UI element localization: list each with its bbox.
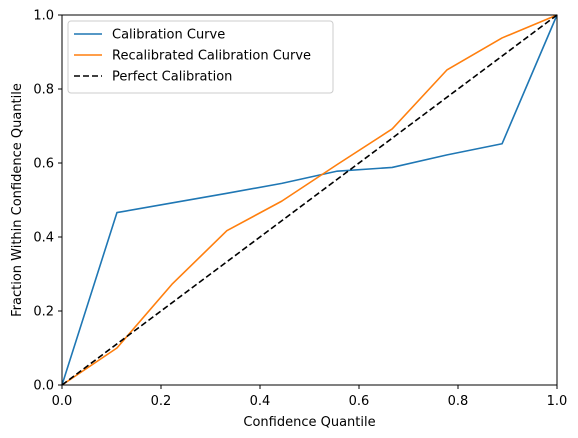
legend-box (67, 20, 334, 94)
x-tick-label: 0.4 (250, 394, 271, 409)
x-tick-label: 0.2 (151, 394, 172, 409)
plot-area (61, 14, 558, 386)
y-tick-label: 1.0 (33, 9, 54, 24)
axis-ticks: 0.0 0.2 0.4 0.6 0.8 1.0 0.0 0.2 0.4 0.6 0.8 1.0 (33, 9, 567, 410)
legend-label-1: Recalibrated Calibration Curve (112, 49, 311, 64)
y-axis-label: Fraction Within Confidence Quantile (10, 83, 25, 317)
axes-frame (61, 14, 558, 386)
x-axis-label: Confidence Quantile (243, 415, 375, 430)
x-tick-label: 0.6 (349, 394, 370, 409)
legend-label-2: Perfect Calibration (112, 70, 232, 85)
series-line-0 (61, 14, 558, 386)
x-tick-label: 0.8 (448, 394, 469, 409)
x-tick-label: 0.0 (52, 394, 73, 409)
y-tick-label: 0.0 (33, 379, 54, 394)
y-tick-label: 0.8 (33, 83, 54, 98)
series-line-2 (61, 14, 558, 386)
series-line-1 (61, 14, 558, 386)
legend-label-0: Calibration Curve (112, 28, 225, 43)
y-tick-label: 0.6 (33, 157, 54, 172)
x-tick-label: 1.0 (547, 394, 568, 409)
y-tick-label: 0.4 (33, 231, 54, 246)
legend: Calibration Curve Recalibrated Calibratio… (67, 20, 334, 94)
y-tick-label: 0.2 (33, 305, 54, 320)
